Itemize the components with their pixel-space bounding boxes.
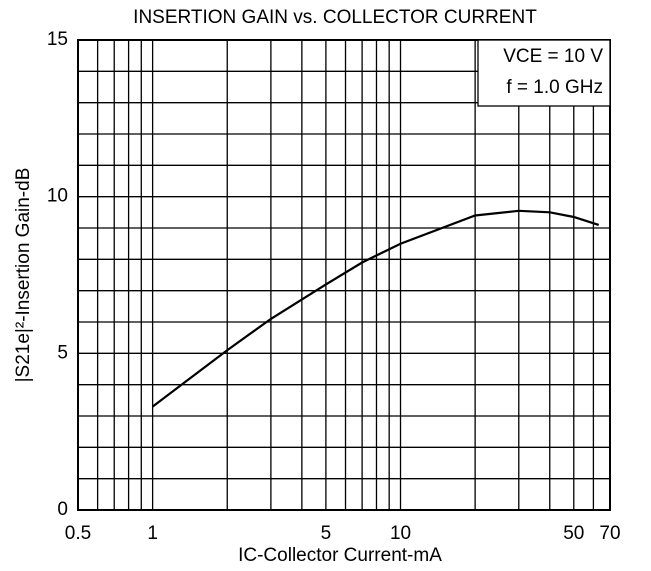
chart-title: INSERTION GAIN vs. COLLECTOR CURRENT	[133, 7, 537, 28]
x-axis-label: IC-Collector Current-mA	[238, 545, 442, 566]
x-tick-label: 10	[390, 523, 411, 544]
annotation: VCE = 10 V	[503, 46, 603, 67]
annotation-box	[477, 39, 611, 107]
annotation: f = 1.0 GHz	[506, 77, 603, 98]
y-tick-label: 0	[57, 499, 68, 520]
x-tick-label: 50	[563, 523, 584, 544]
x-tick-label: 1	[147, 523, 158, 544]
x-tick-label: 0.5	[65, 523, 91, 544]
x-tick-label: 70	[599, 523, 620, 544]
x-tick-label: 5	[321, 523, 332, 544]
y-tick-label: 15	[47, 29, 68, 50]
data-line	[151, 209, 600, 408]
y-tick-label: 10	[47, 186, 68, 207]
plot-frame	[77, 39, 611, 511]
y-tick-label: 5	[57, 342, 68, 363]
y-axis-label: |S21e|²-Insertion Gain-dB	[13, 168, 34, 383]
